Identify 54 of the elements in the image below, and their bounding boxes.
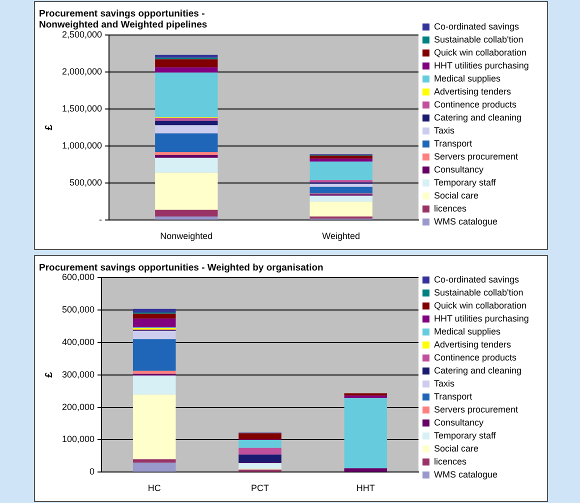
legend-label: Temporary staff xyxy=(434,430,496,440)
legend-label: Consultancy xyxy=(434,417,484,428)
y-tick-label: 500,000 xyxy=(69,178,102,188)
chart-title: Procurement savings opportunities - Weighted by organisation xyxy=(39,262,324,274)
x-tick-label: HC xyxy=(148,483,162,494)
legend-label: Quick win collaboration xyxy=(434,47,527,58)
legend-label: Catering and cleaning xyxy=(434,112,522,122)
legend-label: HHT utilities purchasing xyxy=(434,313,529,324)
x-tick-label: Nonweighted xyxy=(160,231,213,242)
x-tick-label: HHT xyxy=(356,483,376,494)
legend-label: Advertising tenders xyxy=(434,86,512,96)
y-tick-label: - xyxy=(99,214,102,225)
y-axis-title: £ xyxy=(44,372,55,378)
legend-label: WMS catalogue xyxy=(434,469,498,480)
legend-label: Taxis xyxy=(434,378,455,388)
legend-label: Social care xyxy=(434,190,478,200)
legend-label: licences xyxy=(434,203,467,214)
legend-label: Co-ordinated savings xyxy=(434,274,520,284)
y-tick-label: 0 xyxy=(90,466,95,477)
legend-label: Co-ordinated savings xyxy=(434,21,520,32)
legend-label: Temporary staff xyxy=(434,177,496,188)
legend-label: Taxis xyxy=(434,125,455,136)
y-tick-label: 1,000,000 xyxy=(62,140,102,151)
y-tick-label: 100,000 xyxy=(62,434,95,444)
y-tick-label: 300,000 xyxy=(62,369,95,380)
legend-label: licences xyxy=(434,456,467,466)
legend-label: HHT utilities purchasing xyxy=(434,60,529,70)
legend-label: Continence products xyxy=(434,99,518,110)
y-axis-title: £ xyxy=(44,124,55,130)
legend-label: Social care xyxy=(434,443,478,454)
y-tick-label: 400,000 xyxy=(62,336,95,347)
y-tick-label: 1,500,000 xyxy=(62,103,102,114)
legend-label: Medical supplies xyxy=(434,73,501,84)
legend-label: Medical supplies xyxy=(434,326,501,336)
legend-label: Sustainable collab'tion xyxy=(434,287,524,298)
legend-label: Quick win collaboration xyxy=(434,300,527,310)
x-tick-label: Weighted xyxy=(322,231,360,242)
legend-label: WMS catalogue xyxy=(434,216,498,226)
legend-label: Servers procurement xyxy=(434,404,518,414)
legend-label: Consultancy xyxy=(434,164,484,174)
legend-label: Advertising tenders xyxy=(434,339,512,350)
legend-label: Transport xyxy=(434,391,473,402)
legend-label: Sustainable collab'tion xyxy=(434,34,524,44)
y-tick-label: 600,000 xyxy=(62,272,95,282)
y-tick-label: 2,500,000 xyxy=(62,29,102,40)
x-tick-label: PCT xyxy=(251,483,270,494)
y-tick-label: 200,000 xyxy=(62,402,95,412)
y-tick-label: 2,000,000 xyxy=(62,66,102,76)
legend-label: Catering and cleaning xyxy=(434,365,522,376)
legend-label: Servers procurement xyxy=(434,151,518,162)
legend-label: Continence products xyxy=(434,352,518,362)
chart-title: Procurement savings opportunities - Nonweighted and Weighted pipelines xyxy=(39,8,208,31)
legend-label: Transport xyxy=(434,138,473,148)
y-tick-label: 500,000 xyxy=(62,304,95,314)
